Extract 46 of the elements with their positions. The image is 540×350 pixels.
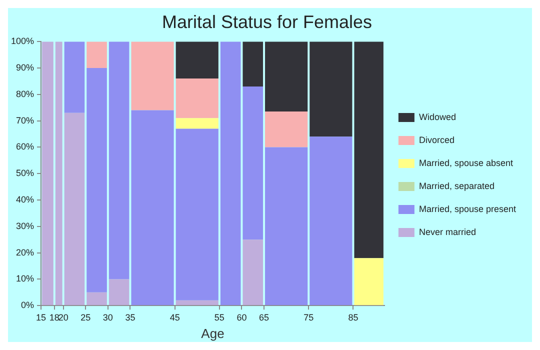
bar (242, 240, 264, 306)
x-tick-label: 45 (170, 312, 180, 322)
legend-label: Married, spouse present (418, 204, 516, 214)
x-axis-title: Age (201, 326, 224, 341)
legend-label: Married, separated (418, 180, 494, 191)
y-tick-label: 70% (16, 115, 34, 126)
bar (108, 42, 130, 280)
legend-label: Widowed (418, 112, 456, 122)
x-tick-label: 25 (80, 312, 91, 322)
bar (86, 68, 107, 292)
x-tick-label: 65 (259, 312, 270, 322)
x-tick-label: 60 (236, 312, 247, 322)
x-tick-label: 55 (214, 312, 224, 322)
legend-label: Married, spouse absent (418, 158, 514, 168)
y-tick-label: 10% (16, 274, 34, 284)
bar (265, 112, 308, 148)
bar (176, 42, 218, 79)
y-tick-label: 90% (16, 62, 34, 72)
y-tick-label: 0% (21, 300, 34, 310)
x-tick-label: 15 (36, 312, 46, 322)
y-tick-label: 30% (16, 220, 34, 231)
chart-title: Marital Status for Females (162, 12, 372, 32)
bar (310, 42, 352, 137)
x-tick-label: 20 (58, 312, 68, 322)
y-tick-label: 50% (16, 168, 34, 178)
bar (86, 292, 107, 306)
y-tick-label: 100% (10, 36, 34, 46)
x-tick-label: 18 (49, 312, 60, 322)
bar (108, 279, 130, 306)
bar (220, 42, 241, 306)
legend-label: Never married (418, 226, 476, 237)
y-tick-label: 80% (16, 88, 34, 99)
bar (242, 86, 264, 240)
x-tick-label: 30 (102, 312, 113, 322)
bar (64, 112, 85, 306)
y-tick-label: 60% (16, 142, 34, 152)
x-tick-label: 85 (348, 312, 358, 322)
bar (265, 42, 308, 112)
legend-label: Divorced (418, 134, 454, 145)
x-tick-label: 35 (125, 312, 136, 322)
bar (131, 42, 174, 110)
y-tick-label: 40% (16, 194, 34, 204)
bar (176, 78, 218, 118)
y-tick-label: 20% (16, 247, 34, 258)
bar (64, 42, 85, 113)
x-tick-label: 75 (304, 312, 314, 322)
